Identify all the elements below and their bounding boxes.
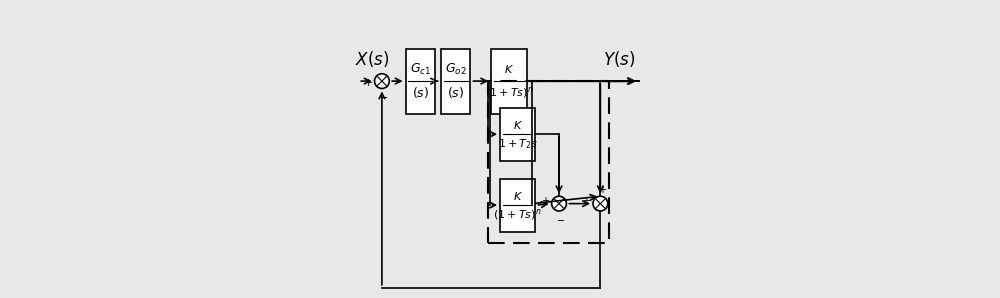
Text: $G_{o2}$: $G_{o2}$ [445, 62, 467, 77]
Bar [500, 108, 535, 161]
Text: $-$: $-$ [378, 91, 388, 101]
Text: $K$: $K$ [504, 63, 514, 75]
Text: +: + [598, 185, 606, 195]
Text: $X(s)$: $X(s)$ [355, 49, 390, 69]
Text: $1+T_2s$: $1+T_2s$ [498, 137, 538, 151]
Text: +: + [541, 196, 549, 206]
Text: $-$: $-$ [556, 214, 565, 224]
Circle shape [593, 196, 608, 211]
Bar [488, 81, 609, 243]
Text: +: + [582, 196, 590, 206]
Text: $K$: $K$ [513, 119, 523, 131]
Bar [491, 49, 527, 114]
Text: $(1+Ts)^n$: $(1+Ts)^n$ [493, 207, 542, 222]
Text: $(1+Ts)^n$: $(1+Ts)^n$ [485, 85, 533, 100]
Bar [441, 49, 470, 114]
Text: $K$: $K$ [513, 190, 523, 201]
Text: $(s)$: $(s)$ [447, 85, 464, 100]
Bar [500, 179, 535, 232]
Circle shape [552, 196, 566, 211]
Text: $Y(s)$: $Y(s)$ [603, 49, 636, 69]
Bar [406, 49, 435, 114]
Circle shape [375, 74, 389, 89]
Text: $G_{c1}$: $G_{c1}$ [410, 62, 431, 77]
Text: +: + [364, 77, 373, 88]
Text: $(s)$: $(s)$ [412, 85, 429, 100]
